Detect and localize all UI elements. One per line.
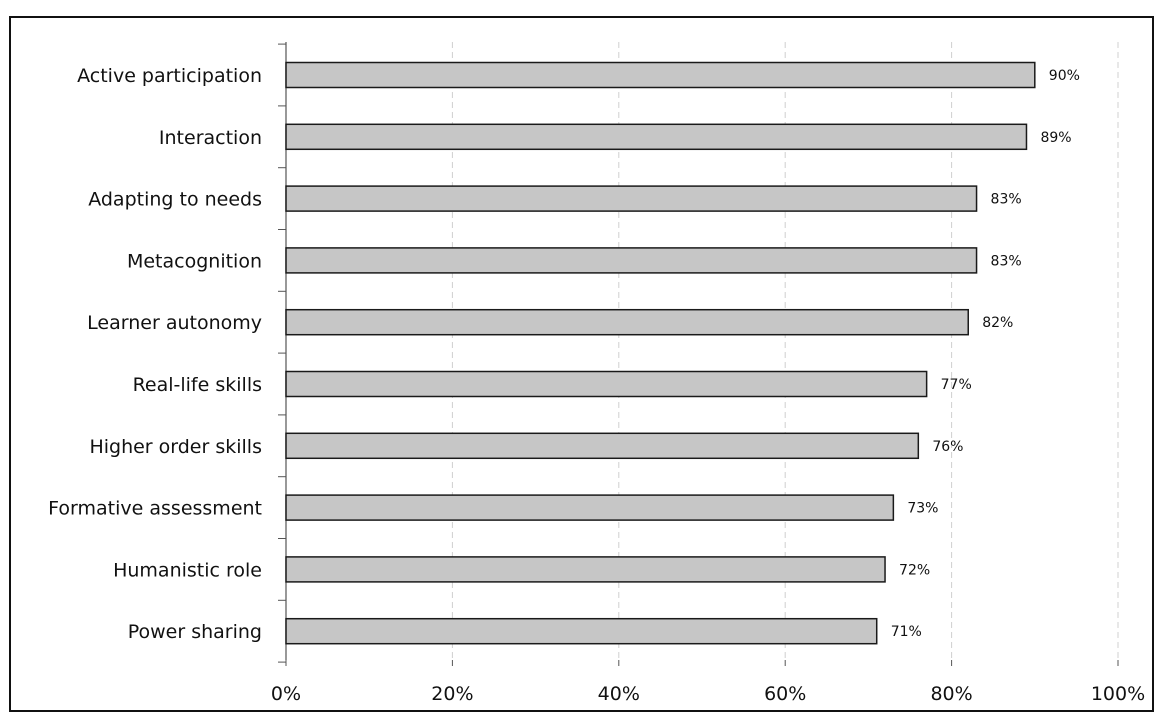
x-tick-label: 0% xyxy=(271,683,301,705)
x-tick-label: 60% xyxy=(764,683,806,705)
data-label: 90% xyxy=(1049,68,1080,84)
bar xyxy=(285,247,978,274)
category-label: Learner autonomy xyxy=(87,312,262,334)
bars xyxy=(285,61,1036,645)
bar xyxy=(285,185,978,212)
category-label: Formative assessment xyxy=(48,498,262,520)
bar xyxy=(285,556,886,583)
bar xyxy=(285,370,928,398)
category-label: Active participation xyxy=(77,65,262,87)
data-label: 71% xyxy=(891,624,922,640)
bar xyxy=(285,61,1036,89)
x-tick-label: 100% xyxy=(1091,683,1145,705)
bar xyxy=(285,617,878,645)
data-label: 89% xyxy=(1040,130,1071,146)
bar xyxy=(285,432,920,460)
bar xyxy=(285,123,1028,151)
x-tick-label: 20% xyxy=(431,683,473,705)
category-label: Real-life skills xyxy=(133,374,262,396)
category-label: Higher order skills xyxy=(89,436,262,458)
category-label: Humanistic role xyxy=(113,559,262,581)
x-tick-label: 40% xyxy=(598,683,640,705)
data-label: 83% xyxy=(991,253,1022,269)
category-label: Adapting to needs xyxy=(88,189,262,211)
data-label: 82% xyxy=(982,315,1013,331)
data-label: 72% xyxy=(899,562,930,578)
data-label: 76% xyxy=(932,439,963,455)
bar xyxy=(285,494,895,521)
bar xyxy=(285,308,969,336)
x-tick-label: 80% xyxy=(930,683,972,705)
category-label: Power sharing xyxy=(128,621,262,643)
category-label: Metacognition xyxy=(127,250,262,272)
data-label: 77% xyxy=(941,377,972,393)
data-label: 83% xyxy=(991,192,1022,208)
category-label: Interaction xyxy=(159,127,262,149)
labels: 0% 20% 40% 60% 80% 100% Active participation 90… xyxy=(48,65,1145,705)
data-label: 73% xyxy=(907,501,938,517)
